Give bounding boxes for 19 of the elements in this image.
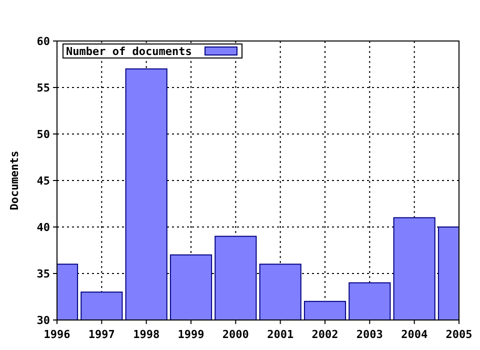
- y-tick-label: 45: [36, 174, 50, 188]
- y-tick-label: 55: [36, 82, 50, 94]
- y-tick-label: 30: [36, 314, 50, 327]
- y-axis-title: Documents: [8, 150, 21, 210]
- x-tick-label: 1996: [44, 328, 71, 341]
- x-tick-label: 1997: [88, 328, 115, 341]
- x-tick-label: 1998: [133, 328, 160, 341]
- x-tick-label: 1999: [178, 328, 204, 341]
- x-tick-label: 2003: [356, 328, 383, 341]
- y-tick-label: 50: [36, 128, 50, 141]
- legend-label: Number of documents: [66, 45, 192, 58]
- y-tick-label: 60: [36, 35, 50, 48]
- x-tick-label: 2002: [312, 328, 338, 341]
- y-tick-label: 35: [36, 268, 50, 280]
- x-tick-label: 2001: [267, 328, 294, 341]
- x-tick-label: 2004: [401, 328, 428, 341]
- x-tick-label: 2005: [446, 328, 472, 341]
- y-tick-label: 40: [36, 221, 50, 234]
- x-tick-label: 2000: [222, 328, 249, 341]
